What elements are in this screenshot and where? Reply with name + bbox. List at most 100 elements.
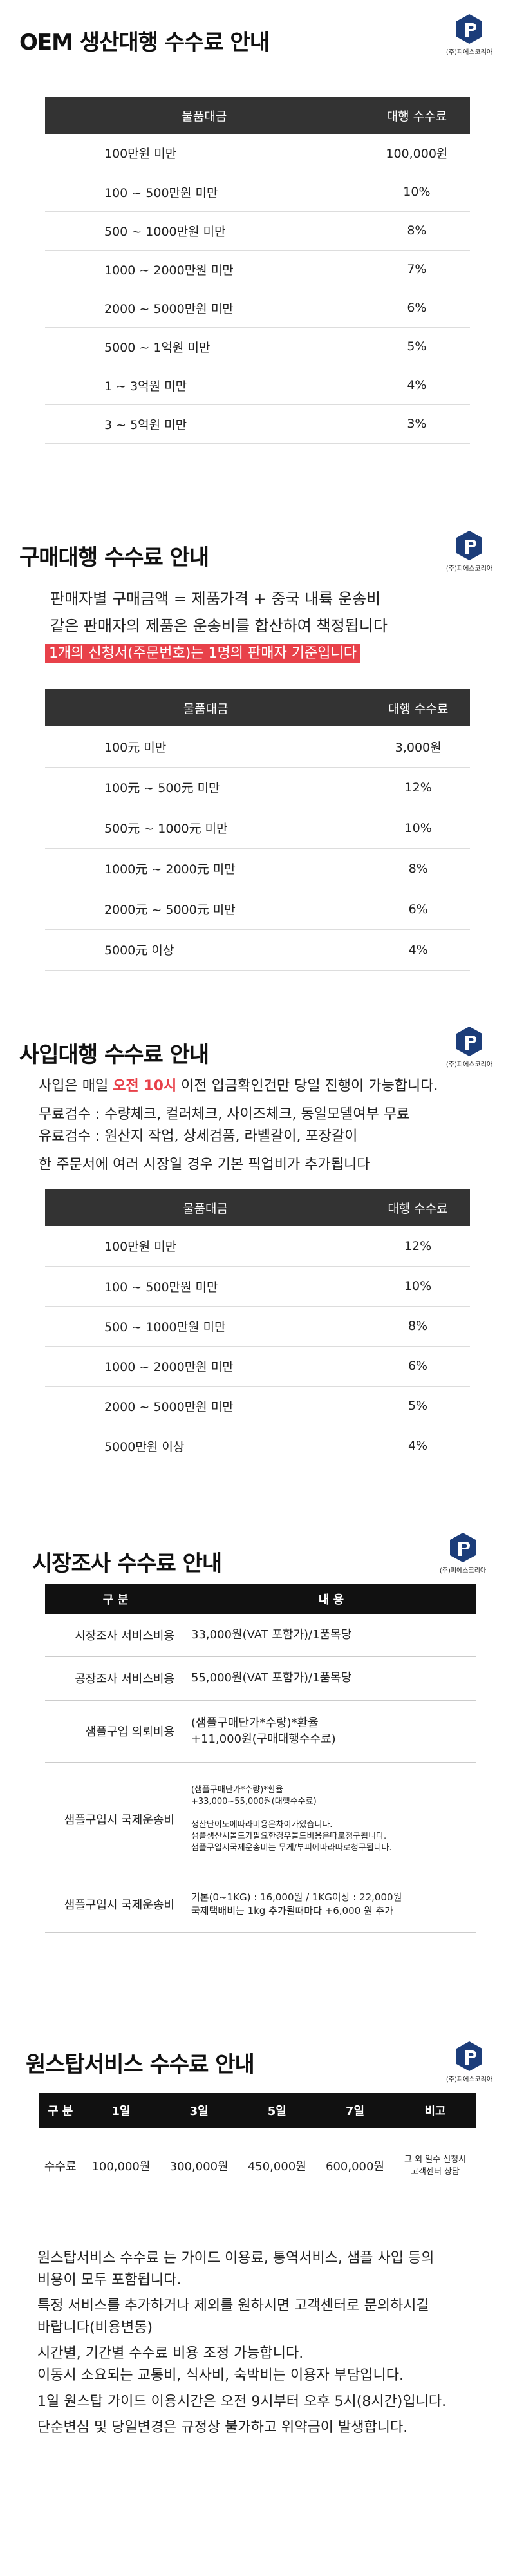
note-text: 단순변심 및 당일변경은 규정상 불가하고 위약금이 발생합니다. bbox=[37, 2419, 408, 2436]
table-row: 2000元 ~ 5000元 미만 6% bbox=[45, 889, 470, 930]
table-row: 샘플구입 의뢰비용 (샘플구매단가*수량)*환율 +11,000원(구매대행수수… bbox=[45, 1700, 476, 1763]
logo-text: (주)피에스코리아 bbox=[445, 2076, 493, 2083]
logo-text: (주)피에스코리아 bbox=[445, 49, 493, 56]
onestop-header-note: 비고 bbox=[394, 2093, 476, 2128]
note-text: 바랍니다(비용변동) bbox=[37, 2320, 153, 2336]
table-row: 공장조사 서비스비용 55,000원(VAT 포함가)/1품목당 bbox=[45, 1656, 476, 1701]
row-label: 수수료 bbox=[39, 2128, 82, 2204]
fee-3day: 300,000원 bbox=[160, 2128, 238, 2204]
buying-line2: 무료검수 : 수량체크, 컬러체크, 사이즈체크, 동일모델여부 무료 bbox=[39, 1106, 410, 1122]
row-value-line: (샘플구매단가*수량)*환율 bbox=[191, 1785, 283, 1795]
row-amount: 5000 ~ 1억원 미만 bbox=[45, 327, 364, 366]
row-fee: 6% bbox=[366, 889, 470, 930]
row-label: 공장조사 서비스비용 bbox=[45, 1656, 186, 1701]
table-row: 500 ~ 1000만원 미만 8% bbox=[45, 1306, 470, 1347]
row-value: (샘플구매단가*수량)*환율 +11,000원(구매대행수수료) bbox=[186, 1700, 476, 1763]
buying-line1-post: 이전 입금확인건만 당일 진행이 가능합니다. bbox=[176, 1078, 438, 1094]
purchase-header-fee: 대행 수수료 bbox=[366, 689, 470, 726]
logo-text: (주)피에스코리아 bbox=[439, 1567, 487, 1575]
logo-text: (주)피에스코리아 bbox=[445, 565, 493, 573]
row-fee: 3,000원 bbox=[366, 726, 470, 768]
logo-icon bbox=[456, 14, 482, 44]
onestop-header-3day: 3일 bbox=[160, 2093, 238, 2128]
row-label: 샘플구입 의뢰비용 bbox=[45, 1700, 186, 1763]
row-amount: 2000 ~ 5000만원 미만 bbox=[45, 1386, 366, 1426]
row-amount: 1 ~ 3억원 미만 bbox=[45, 366, 364, 405]
note-text: 원스탑서비스 수수료 는 가이드 이용료, 통역서비스, 샘플 사입 등의 bbox=[37, 2250, 435, 2266]
note-line: 그 외 일수 신청시 bbox=[404, 2154, 467, 2164]
row-fee: 3% bbox=[363, 404, 470, 444]
row-fee: 8% bbox=[366, 848, 470, 889]
logo-icon bbox=[456, 531, 482, 560]
buying-line1-pre: 사입은 매일 bbox=[39, 1078, 113, 1094]
row-value-line: +11,000원(구매대행수수료) bbox=[191, 1732, 336, 1746]
row-fee: 7% bbox=[363, 250, 470, 289]
company-logo: (주)피에스코리아 bbox=[438, 1531, 488, 1575]
buying-line1: 사입은 매일 오전 10시 이전 입금확인건만 당일 진행이 가능합니다. bbox=[39, 1074, 438, 1095]
table-row: 샘플구입시 국제운송비 기본(0~1KG) : 16,000원 / 1KG이상 … bbox=[45, 1877, 476, 1933]
table-row: 5000만원 이상 4% bbox=[45, 1426, 470, 1466]
row-value-line: 국제택배비는 1kg 추가될때마다 +6,000 원 추가 bbox=[191, 1905, 394, 1917]
market-table: 구 분 내 용 시장조사 서비스비용 33,000원(VAT 포함가)/1품목당… bbox=[45, 1584, 476, 1933]
buying-header-fee: 대행 수수료 bbox=[366, 1189, 470, 1226]
buying-line4: 한 주문서에 여러 시장일 경우 기본 픽업비가 추가됩니다 bbox=[39, 1157, 370, 1173]
table-row: 3 ~ 5억원 미만 3% bbox=[45, 404, 470, 444]
company-logo: (주)피에스코리아 bbox=[444, 2040, 494, 2083]
onestop-notes: 원스탑서비스 수수료 는 가이드 이용료, 통역서비스, 샘플 사입 등의 비용… bbox=[37, 2248, 446, 2439]
table-row: 100元 ~ 500元 미만 12% bbox=[45, 767, 470, 808]
row-amount: 100 ~ 500만원 미만 bbox=[45, 173, 364, 212]
table-row: 시장조사 서비스비용 33,000원(VAT 포함가)/1품목당 bbox=[45, 1614, 476, 1657]
row-amount: 5000만원 이상 bbox=[45, 1426, 366, 1466]
table-row: 1000元 ~ 2000元 미만 8% bbox=[45, 848, 470, 889]
fee-7day: 600,000원 bbox=[315, 2128, 395, 2204]
table-row: 1000 ~ 2000만원 미만 7% bbox=[45, 250, 470, 289]
table-row: 1000 ~ 2000만원 미만 6% bbox=[45, 1346, 470, 1387]
row-fee: 12% bbox=[366, 767, 470, 808]
row-fee: 8% bbox=[366, 1306, 470, 1347]
purchase-line2: 같은 판매자의 제품은 운송비를 합산하여 책정됩니다 bbox=[50, 617, 388, 635]
row-value-line: 생산난이도에따라비용은차이가있습니다. bbox=[191, 1819, 333, 1830]
note-line: 고객센터 상담 bbox=[411, 2167, 460, 2177]
row-value-line: (샘플구매단가*수량)*환율 bbox=[191, 1716, 319, 1730]
logo-text: (주)피에스코리아 bbox=[445, 1061, 493, 1068]
note-text: 1일 원스탑 가이드 이용시간은 오전 9시부터 오후 5시(8시간)입니다. bbox=[37, 2393, 447, 2410]
onestop-header-5day: 5일 bbox=[238, 2093, 316, 2128]
note-text: 시간별, 기간별 수수료 비용 조정 가능합니다. bbox=[37, 2345, 304, 2362]
row-amount: 3 ~ 5억원 미만 bbox=[45, 404, 364, 444]
row-fee: 5% bbox=[363, 327, 470, 366]
fee-5day: 450,000원 bbox=[238, 2128, 316, 2204]
company-logo: (주)피에스코리아 bbox=[444, 1025, 494, 1068]
row-amount: 1000 ~ 2000만원 미만 bbox=[45, 1346, 366, 1387]
row-amount: 100元 ~ 500元 미만 bbox=[45, 767, 367, 808]
fee-note: 그 외 일수 신청시 고객센터 상담 bbox=[394, 2128, 476, 2204]
row-label: 샘플구입시 국제운송비 bbox=[45, 1762, 186, 1877]
oem-header-fee: 대행 수수료 bbox=[363, 97, 470, 134]
row-fee: 4% bbox=[363, 366, 470, 405]
row-fee: 5% bbox=[366, 1386, 470, 1426]
table-row: 100 ~ 500만원 미만 10% bbox=[45, 173, 470, 212]
buying-fee-table: 물품대금 대행 수수료 100만원 미만 12% 100 ~ 500만원 미만 10… bbox=[45, 1189, 470, 1466]
row-fee: 4% bbox=[366, 929, 470, 971]
row-value-line: +33,000~55,000원(대행수수료) bbox=[191, 1796, 317, 1806]
row-fee: 4% bbox=[366, 1426, 470, 1466]
table-row: 100만원 미만 100,000원 bbox=[45, 134, 470, 173]
logo-icon bbox=[450, 1533, 476, 1562]
fee-1day: 100,000원 bbox=[82, 2128, 160, 2204]
onestop-table: 구 분 1일 3일 5일 7일 비고 수수료 100,000원 300,000원… bbox=[39, 2093, 476, 2204]
row-amount: 500 ~ 1000만원 미만 bbox=[45, 1306, 366, 1347]
table-row: 100 ~ 500만원 미만 10% bbox=[45, 1266, 470, 1307]
logo-icon bbox=[456, 1027, 482, 1056]
row-fee: 6% bbox=[363, 289, 470, 328]
note-text: 이동시 소요되는 교통비, 식사비, 숙박비는 이용자 부담입니다. bbox=[37, 2367, 404, 2384]
row-amount: 1000 ~ 2000만원 미만 bbox=[45, 250, 364, 289]
table-row: 5000 ~ 1억원 미만 5% bbox=[45, 327, 470, 366]
row-amount: 2000元 ~ 5000元 미만 bbox=[45, 889, 367, 930]
table-row: 500元 ~ 1000元 미만 10% bbox=[45, 808, 470, 849]
row-value: 33,000원(VAT 포함가)/1품목당 bbox=[186, 1614, 476, 1657]
buying-section: 사입대행 수수료 안내 (주)피에스코리아 사입은 매일 오전 10시 이전 입… bbox=[0, 1018, 515, 1481]
table-row: 500 ~ 1000만원 미만 8% bbox=[45, 211, 470, 251]
table-row: 2000 ~ 5000만원 미만 6% bbox=[45, 289, 470, 328]
row-value-line: 기본(0~1KG) : 16,000원 / 1KG이상 : 22,000원 bbox=[191, 1891, 402, 1903]
company-logo: (주)피에스코리아 bbox=[444, 529, 494, 573]
table-row: 수수료 100,000원 300,000원 450,000원 600,000원 … bbox=[39, 2128, 476, 2204]
